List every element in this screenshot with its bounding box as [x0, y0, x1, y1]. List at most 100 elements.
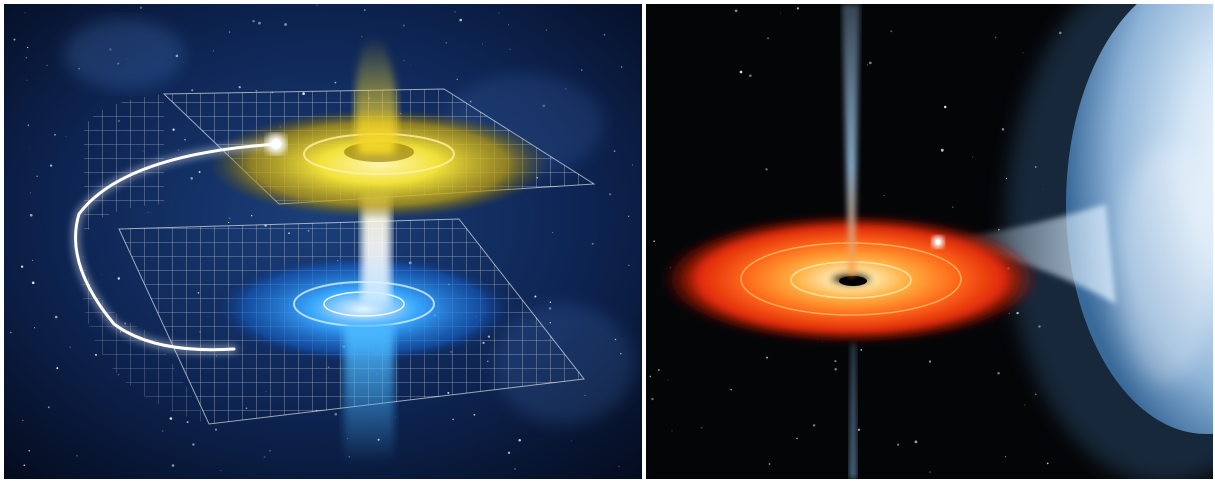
star [198, 171, 201, 173]
star [228, 31, 231, 33]
star [23, 464, 26, 467]
star [169, 417, 173, 420]
star [190, 177, 193, 180]
star [730, 388, 732, 391]
star [184, 138, 186, 141]
star [46, 64, 48, 67]
star [482, 43, 483, 45]
star [734, 9, 738, 13]
star [410, 63, 411, 65]
star [269, 449, 271, 452]
star [1005, 177, 1008, 180]
upper-jet [842, 4, 860, 276]
star [570, 440, 572, 442]
star [250, 214, 253, 217]
blue-jet [344, 324, 394, 464]
star [334, 81, 337, 84]
star [613, 150, 616, 152]
blue-vortex [214, 254, 514, 364]
wormhole-panel [4, 4, 642, 479]
star [997, 371, 1000, 375]
star [29, 192, 32, 194]
star [609, 193, 612, 196]
star [765, 168, 768, 171]
star [220, 470, 222, 471]
star [552, 232, 554, 234]
star [26, 79, 28, 81]
star [1024, 404, 1026, 406]
star [994, 36, 997, 39]
star [130, 95, 131, 97]
star [857, 428, 861, 431]
star [56, 367, 59, 370]
star [929, 471, 931, 473]
star [1004, 456, 1007, 458]
black-hole [839, 276, 867, 286]
star [228, 217, 231, 220]
star [36, 175, 38, 177]
star [284, 23, 287, 26]
star [192, 443, 195, 446]
star [47, 406, 50, 409]
star [866, 64, 868, 66]
star [403, 59, 405, 61]
star [998, 229, 1000, 231]
star [54, 315, 58, 319]
star [507, 451, 511, 454]
star [860, 349, 863, 351]
star [238, 86, 241, 89]
curved-grid-wall [81, 94, 209, 424]
star [1046, 462, 1049, 465]
star [456, 78, 458, 81]
star [621, 66, 623, 68]
star [28, 147, 30, 149]
star [363, 9, 366, 12]
star [868, 61, 872, 65]
star [618, 465, 620, 467]
star [139, 6, 143, 9]
star [49, 134, 51, 136]
star [812, 424, 816, 427]
star [508, 24, 509, 26]
star [667, 379, 669, 381]
star [161, 430, 164, 432]
star [31, 259, 34, 261]
star [69, 346, 71, 348]
star [628, 264, 630, 267]
star [796, 7, 800, 10]
star [545, 29, 548, 31]
star [534, 295, 537, 298]
star [255, 89, 258, 92]
star [13, 38, 16, 41]
star [147, 211, 149, 213]
star [459, 18, 463, 22]
star [34, 327, 36, 329]
yellow-vortex [209, 109, 549, 219]
black-hole-panel [646, 4, 1213, 479]
star [748, 74, 752, 78]
star [150, 211, 151, 213]
yellow-jet [355, 36, 398, 154]
hot-spot [935, 239, 941, 245]
star [402, 24, 405, 27]
star [796, 437, 798, 440]
star [627, 215, 630, 218]
star [514, 468, 516, 470]
star [943, 105, 947, 109]
star [27, 46, 29, 49]
star [20, 265, 24, 268]
star [834, 368, 837, 371]
star [65, 136, 67, 137]
star [29, 213, 33, 217]
star [779, 12, 782, 14]
star [518, 438, 521, 442]
star [395, 416, 397, 418]
star [186, 421, 189, 424]
star [316, 4, 318, 6]
star [1001, 128, 1005, 131]
wormhole-illustration [4, 4, 642, 479]
star [581, 69, 583, 71]
star [214, 428, 218, 431]
star [101, 274, 103, 276]
star [31, 281, 35, 285]
